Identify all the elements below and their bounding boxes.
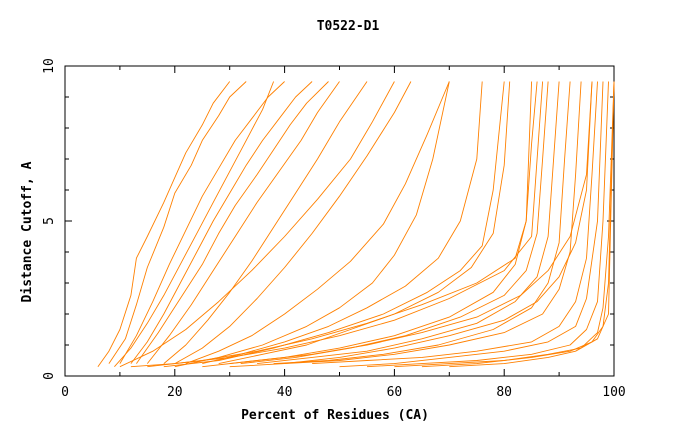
series-line-m18 [339,81,604,368]
x-tick-label: 40 [277,385,293,400]
x-tick-label: 60 [387,385,403,400]
series-line-m15 [273,81,571,365]
series-line-m11 [218,81,511,365]
series-line-m21 [421,81,615,368]
series-line-m14 [257,81,560,365]
y-axis-label: Distance Cutoff, A [20,161,35,302]
plot-frame [64,65,615,377]
series-line-m5 [136,81,329,364]
chart-title: T0522-D1 [317,19,380,34]
series-line-m19 [366,81,609,368]
series-line-m24 [147,81,533,368]
series-line-m1 [97,81,231,367]
series-line-m30 [229,81,593,368]
series-line-m26 [174,81,450,368]
series-line-m20 [394,81,615,368]
y-tick-label: 5 [42,217,57,225]
series-line-m16 [284,81,582,365]
series-line-m22 [449,81,615,368]
series-lines [97,81,615,368]
x-tick-label: 20 [167,385,183,400]
ticks: 0 20 40 60 80 100 0 5 10 [42,58,626,400]
series-line-m25 [163,81,505,368]
series-line-m29 [202,81,593,368]
x-tick-label: 80 [496,385,512,400]
series-line-m9 [185,81,450,365]
series-line-m17 [312,81,598,365]
series-line-m10 [202,81,483,365]
series-line-m2 [108,81,247,364]
y-tick-label: 10 [42,58,57,74]
y-tick-label: 0 [42,372,57,380]
x-tick-label: 100 [602,385,625,400]
series-line-m27 [119,81,395,368]
series-line-m12 [229,81,538,365]
x-axis-label: Percent of Residues (CA) [241,408,429,423]
series-line-m7 [163,81,368,364]
series-line-m28 [114,81,275,367]
series-line-m4 [130,81,313,364]
series-line-m6 [146,81,340,364]
x-tick-label: 0 [61,385,69,400]
series-line-m3 [119,81,285,364]
series-line-m8 [174,81,412,364]
